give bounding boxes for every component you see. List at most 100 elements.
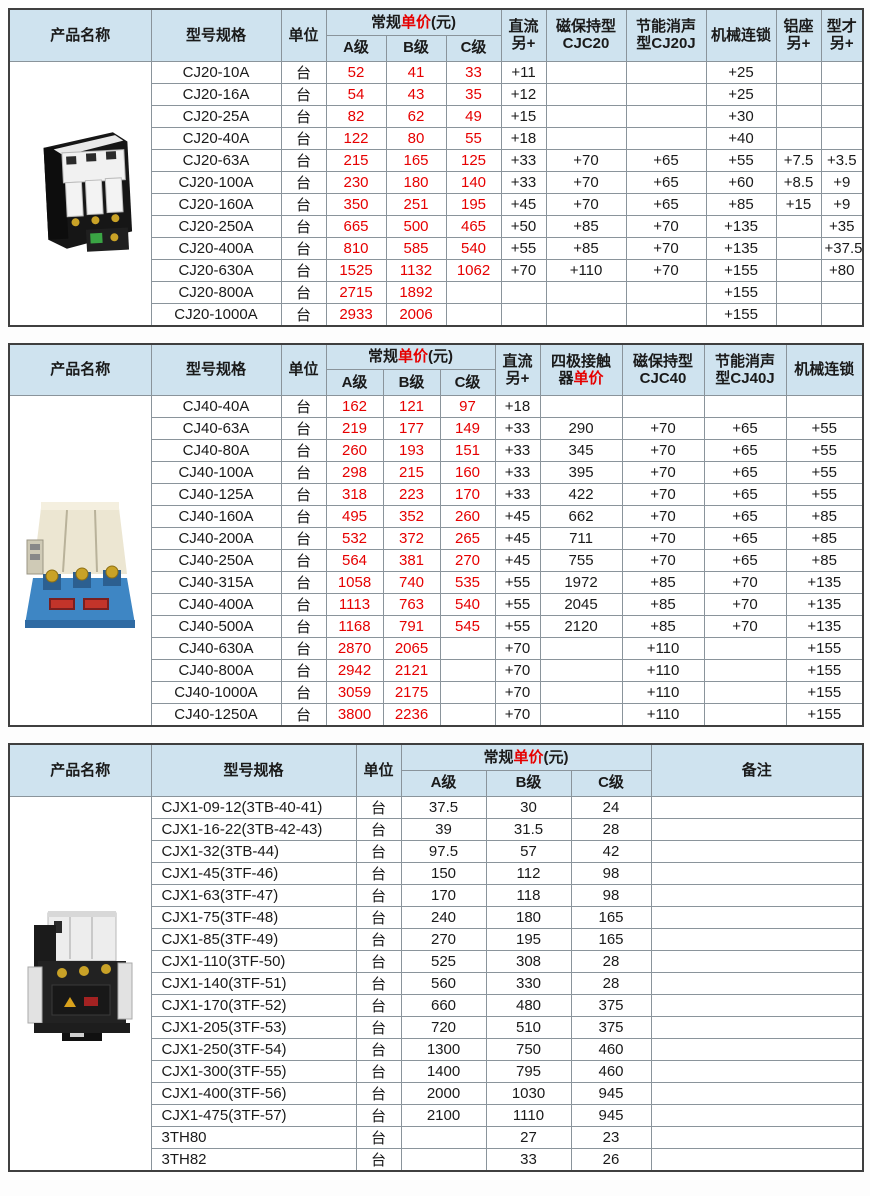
value-cell [785, 395, 864, 418]
value-cell: +155 [785, 637, 864, 660]
value-cell: 180 [385, 170, 447, 194]
value-cell: +135 [705, 214, 777, 238]
value-cell [445, 280, 502, 304]
value-cell: +85 [785, 505, 864, 528]
value-cell: +80 [820, 258, 864, 282]
unit-cell: 台 [355, 1059, 402, 1083]
value-cell: +70 [494, 703, 541, 727]
value-cell [539, 659, 623, 682]
value-cell [820, 82, 864, 106]
header-unit: 单位 [280, 8, 327, 62]
table-row: CJ20-800A 台 2715 1892 +155 [9, 280, 864, 304]
unit-cell: 台 [355, 1147, 402, 1171]
value-cell [775, 280, 822, 304]
unit-cell: 台 [355, 839, 402, 863]
value-cell: 945 [570, 1103, 652, 1127]
header-energy-saving: 节能消声 型CJ40J [703, 343, 787, 396]
value-cell: 270 [439, 549, 496, 572]
model-cell: CJX1-16-22(3TB-42-43) [150, 817, 357, 841]
value-cell: 711 [539, 527, 623, 550]
value-cell [703, 703, 787, 727]
model-cell: CJ20-400A [150, 236, 282, 260]
model-cell: CJ40-500A [150, 615, 282, 638]
value-cell: +70 [494, 637, 541, 660]
unit-cell: 台 [280, 280, 327, 304]
value-cell [820, 104, 864, 128]
table-row: CJ40-1250A 台 3800 2236 +70 +110 +155 [9, 703, 864, 727]
table-row: CJ40-400A 台 1113 763 540 +55 2045 +85 +70 +135 [9, 593, 864, 616]
value-cell: +15 [500, 104, 547, 128]
table-row: CJ40-80A 台 260 193 151 +33 345 +70 +65 +55 [9, 439, 864, 462]
value-cell: 395 [539, 461, 623, 484]
value-cell: +155 [785, 659, 864, 682]
value-cell: +70 [621, 527, 705, 550]
value-cell [650, 905, 864, 929]
model-cell: CJ40-160A [150, 505, 282, 528]
header-product-name: 产品名称 [8, 343, 152, 396]
value-cell: +45 [500, 192, 547, 216]
header-price-group: 常规单价(元) [325, 343, 496, 370]
value-cell: 662 [539, 505, 623, 528]
value-cell: 2006 [385, 302, 447, 326]
table-row: CJ20-40A 台 122 80 55 +18 +40 [9, 126, 864, 150]
value-cell [625, 104, 707, 128]
value-cell: +33 [500, 148, 547, 172]
value-cell: +70 [500, 258, 547, 282]
table-row: CJ40-100A 台 298 215 160 +33 395 +70 +65 +55 [9, 461, 864, 484]
value-cell [625, 302, 707, 326]
value-cell: +50 [500, 214, 547, 238]
value-cell: +7.5 [775, 148, 822, 172]
value-cell [703, 659, 787, 682]
value-cell: +45 [494, 505, 541, 528]
price-table-cj20: 产品名称 型号规格 单位 常规单价(元) 直流 另+ 磁保持型 CJC20 节能消声… [8, 8, 865, 327]
value-cell: 26 [570, 1147, 652, 1171]
value-cell: 80 [385, 126, 447, 150]
value-cell [703, 637, 787, 660]
table-row: CJX1-170(3TF-52) 台 660 480 375 [9, 993, 864, 1017]
value-cell: +65 [625, 170, 707, 194]
value-cell [545, 126, 627, 150]
value-cell: 260 [439, 505, 496, 528]
value-cell: 1168 [325, 615, 384, 638]
header-model: 型号规格 [150, 343, 282, 396]
unit-cell: 台 [280, 258, 327, 282]
value-cell: +65 [703, 417, 787, 440]
unit-cell: 台 [280, 549, 327, 572]
product-image-cell [8, 795, 152, 1171]
unit-cell: 台 [280, 483, 327, 506]
cj40-contactor-photo [25, 501, 136, 628]
value-cell: +65 [625, 192, 707, 216]
value-cell: 460 [570, 1059, 652, 1083]
value-cell [545, 60, 627, 84]
value-cell [545, 280, 627, 304]
header-dc-extra: 直流 另+ [500, 8, 547, 62]
model-cell: CJX1-205(3TF-53) [150, 1015, 357, 1039]
value-cell [775, 82, 822, 106]
value-cell [650, 993, 864, 1017]
table-row: 3TH80 台 27 23 [9, 1125, 864, 1149]
value-cell [650, 839, 864, 863]
model-cell: CJX1-32(3TB-44) [150, 839, 357, 863]
header-grade-a: A级 [400, 769, 487, 797]
value-cell: 381 [382, 549, 441, 572]
value-cell: 1058 [325, 571, 384, 594]
value-cell: 270 [400, 927, 487, 951]
value-cell: 375 [570, 993, 652, 1017]
value-cell [400, 1125, 487, 1149]
value-cell: 720 [400, 1015, 487, 1039]
unit-cell: 台 [280, 615, 327, 638]
value-cell: 170 [400, 883, 487, 907]
model-cell: CJX1-170(3TF-52) [150, 993, 357, 1017]
table-row: 3TH82 台 33 26 [9, 1147, 864, 1171]
value-cell: 28 [570, 971, 652, 995]
value-cell: +85 [785, 527, 864, 550]
value-cell: +33 [494, 439, 541, 462]
value-cell: 740 [382, 571, 441, 594]
value-cell: +110 [621, 659, 705, 682]
value-cell: +70 [625, 258, 707, 282]
value-cell: +65 [703, 461, 787, 484]
value-cell: +45 [494, 549, 541, 572]
table-row: CJX1-09-12(3TB-40-41) 台 37.5 30 24 [8, 795, 864, 1171]
header-profile-extra: 型才 另+ [820, 8, 864, 62]
